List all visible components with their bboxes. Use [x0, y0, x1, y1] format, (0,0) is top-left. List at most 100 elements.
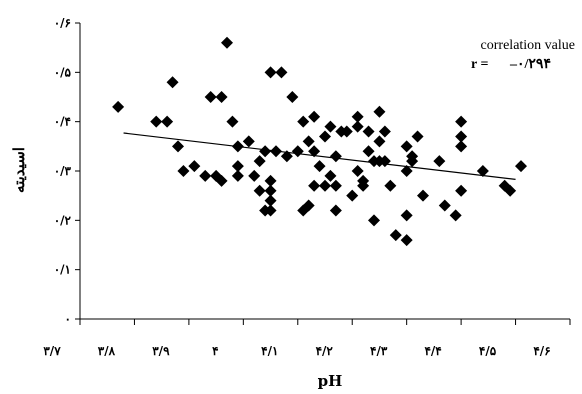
correlation-r-value: –۰/۲۹۴	[509, 57, 551, 72]
data-point	[400, 165, 413, 177]
data-point	[308, 110, 321, 123]
data-point	[324, 120, 337, 133]
data-point	[362, 145, 375, 158]
data-point	[340, 125, 353, 138]
data-point	[231, 160, 244, 173]
data-point	[368, 214, 380, 227]
data-point	[455, 140, 468, 153]
y-tick-label: ۰/۶	[54, 16, 71, 30]
data-point	[286, 91, 299, 103]
data-point	[329, 150, 342, 163]
x-tick-label: ۴/۲	[316, 344, 334, 358]
y-axis-title: اسیدیته	[10, 147, 28, 193]
data-point	[204, 91, 217, 103]
data-point	[215, 174, 228, 187]
data-point	[351, 120, 364, 133]
data-point	[264, 204, 277, 217]
data-point	[248, 169, 261, 182]
data-point	[275, 66, 288, 79]
data-point	[215, 91, 228, 103]
data-point	[438, 199, 451, 212]
data-point	[400, 234, 413, 247]
data-point	[253, 184, 266, 197]
data-point	[411, 130, 424, 143]
y-tick-label: ۰/۱	[54, 263, 71, 277]
data-point	[308, 179, 321, 192]
data-point	[455, 184, 468, 197]
data-point	[515, 160, 527, 173]
data-point	[150, 115, 163, 128]
x-tick-label: ۴/۴	[424, 344, 441, 358]
data-point	[231, 140, 244, 153]
data-point	[455, 115, 468, 128]
x-ticks: ۳/۷ ۳/۸ ۳/۹ ۴ ۴/۱ ۴/۲ ۴/۳ ۴/۴ ۴/۵ ۴/۶	[43, 319, 571, 358]
data-point	[188, 160, 201, 173]
data-point	[378, 125, 391, 138]
x-tick-label: ۴/۵	[479, 344, 497, 358]
data-point	[389, 229, 402, 242]
data-point	[378, 155, 391, 168]
correlation-label: correlation value	[481, 38, 575, 53]
data-point	[270, 145, 282, 158]
data-point	[313, 160, 326, 173]
x-tick-label: ۴/۶	[533, 344, 550, 358]
data-point	[400, 209, 413, 222]
data-point	[351, 165, 364, 177]
correlation-r-label: r =	[471, 57, 488, 72]
data-point	[308, 145, 321, 158]
data-point	[406, 150, 419, 163]
x-tick-label: ۳/۷	[43, 344, 61, 358]
data-point	[297, 115, 310, 128]
data-point	[161, 115, 174, 128]
y-tick-label: ۰/۳	[54, 164, 72, 178]
data-point	[264, 66, 277, 79]
data-point	[449, 209, 462, 222]
data-point	[324, 169, 337, 182]
correlation-annotation: correlation value r = –۰/۲۹۴	[471, 38, 575, 72]
y-tick-label: ۰/۲	[54, 213, 72, 227]
y-tick-label: ۰/۴	[54, 115, 71, 129]
data-point	[357, 179, 370, 192]
data-point	[319, 179, 331, 192]
data-point	[329, 204, 342, 217]
data-point	[259, 145, 272, 158]
data-point	[264, 174, 277, 187]
x-tick-label: ۴/۱	[261, 344, 278, 358]
data-point	[319, 130, 331, 143]
data-point	[351, 110, 364, 123]
y-tick-label: ۰/۵	[54, 65, 72, 79]
x-tick-label: ۴	[212, 344, 218, 358]
data-point	[346, 189, 359, 202]
x-axis-title: pH	[318, 372, 343, 390]
data-point	[226, 115, 239, 128]
data-point	[264, 194, 277, 207]
x-tick-label: ۴/۳	[370, 344, 388, 358]
data-point	[476, 165, 489, 177]
y-tick-label: ۰	[65, 312, 71, 326]
x-tick-label: ۳/۸	[98, 344, 116, 358]
data-point	[433, 155, 446, 168]
y-axis: ۰ ۰/۱ ۰/۲ ۰/۳ ۰/۴ ۰/۵ ۰/۶	[54, 16, 81, 326]
trendline	[123, 132, 516, 180]
y-ticks: ۰ ۰/۱ ۰/۲ ۰/۳ ۰/۴ ۰/۵ ۰/۶	[54, 16, 80, 326]
data-point	[253, 155, 266, 168]
data-point	[177, 165, 190, 177]
data-point	[373, 135, 386, 148]
trendline-group	[123, 132, 516, 180]
data-point	[242, 135, 255, 148]
data-point	[231, 169, 244, 182]
data-point	[112, 100, 125, 113]
data-point	[504, 184, 517, 197]
x-axis: ۳/۷ ۳/۸ ۳/۹ ۴ ۴/۱ ۴/۲ ۴/۳ ۴/۴ ۴/۵ ۴/۶	[43, 318, 571, 358]
data-point	[384, 179, 397, 192]
data-point	[362, 125, 375, 138]
data-points	[112, 36, 527, 247]
x-tick-label: ۳/۹	[152, 344, 170, 358]
data-point	[400, 140, 413, 153]
data-point	[199, 169, 212, 182]
data-point	[280, 150, 293, 163]
data-point	[166, 76, 179, 89]
data-point	[291, 145, 304, 158]
data-point	[302, 199, 315, 212]
